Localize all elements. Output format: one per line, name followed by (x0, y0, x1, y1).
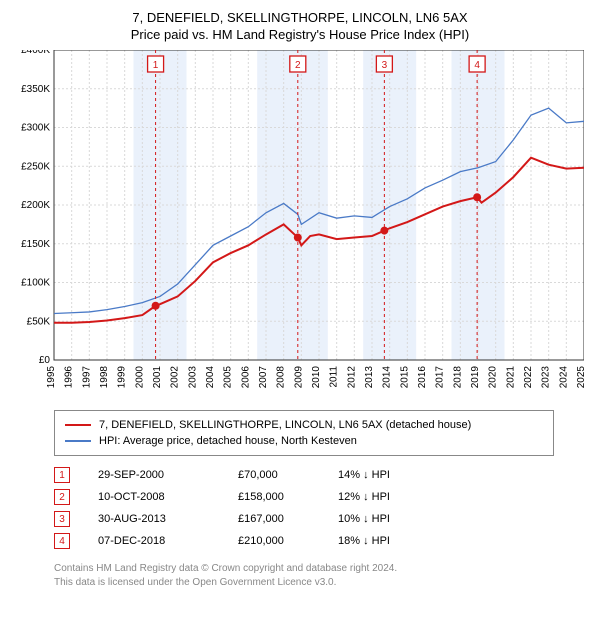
svg-text:2003: 2003 (187, 366, 198, 389)
svg-text:2012: 2012 (346, 366, 357, 389)
svg-text:2006: 2006 (240, 366, 251, 389)
col-date: 10-OCT-2008 (98, 491, 238, 503)
legend-label-1: HPI: Average price, detached house, Nort… (99, 435, 357, 447)
svg-text:2014: 2014 (382, 366, 393, 389)
svg-text:2009: 2009 (293, 366, 304, 389)
svg-text:2015: 2015 (399, 366, 410, 389)
col-price: £210,000 (238, 535, 338, 547)
svg-text:2010: 2010 (311, 366, 322, 389)
legend-row-0: 7, DENEFIELD, SKELLINGTHORPE, LINCOLN, L… (65, 417, 543, 433)
svg-text:£400K: £400K (21, 50, 50, 56)
svg-text:2020: 2020 (488, 366, 499, 389)
svg-text:£250K: £250K (21, 161, 50, 172)
svg-text:1999: 1999 (117, 366, 128, 389)
marker-box-1: 1 (54, 467, 70, 483)
svg-text:3: 3 (382, 60, 388, 71)
svg-text:1997: 1997 (81, 366, 92, 389)
col-price: £167,000 (238, 513, 338, 525)
svg-text:£350K: £350K (21, 84, 50, 95)
title-block: 7, DENEFIELD, SKELLINGTHORPE, LINCOLN, L… (16, 10, 584, 42)
col-pct: 10% ↓ HPI (338, 513, 438, 525)
svg-text:£200K: £200K (21, 200, 50, 211)
col-date: 07-DEC-2018 (98, 535, 238, 547)
svg-text:2025: 2025 (576, 366, 584, 389)
table-row: 4 07-DEC-2018 £210,000 18% ↓ HPI (54, 530, 584, 552)
footer-line1: Contains HM Land Registry data © Crown c… (54, 562, 584, 576)
svg-text:£50K: £50K (27, 316, 51, 327)
marker-box-2: 2 (54, 489, 70, 505)
title-line2: Price paid vs. HM Land Registry's House … (16, 27, 584, 42)
marker-n: 4 (59, 536, 65, 547)
svg-text:2004: 2004 (205, 366, 216, 389)
chart-svg: £0 £50K £100K £150K £200K £250K £300K £350K £400… (16, 50, 584, 400)
footer: Contains HM Land Registry data © Crown c… (54, 562, 584, 589)
svg-text:£0: £0 (39, 355, 51, 366)
col-date: 29-SEP-2000 (98, 469, 238, 481)
col-price: £70,000 (238, 469, 338, 481)
col-pct: 12% ↓ HPI (338, 491, 438, 503)
svg-text:2013: 2013 (364, 366, 375, 389)
col-pct: 14% ↓ HPI (338, 469, 438, 481)
svg-text:2019: 2019 (470, 366, 481, 389)
legend-label-0: 7, DENEFIELD, SKELLINGTHORPE, LINCOLN, L… (99, 419, 471, 431)
svg-text:1: 1 (153, 60, 159, 71)
marker-n: 2 (59, 492, 65, 503)
svg-text:£150K: £150K (21, 239, 50, 250)
svg-text:£300K: £300K (21, 123, 50, 134)
svg-text:£100K: £100K (21, 278, 50, 289)
sales-table: 1 29-SEP-2000 £70,000 14% ↓ HPI 2 10-OCT… (54, 464, 584, 552)
svg-text:2016: 2016 (417, 366, 428, 389)
footer-line2: This data is licensed under the Open Gov… (54, 576, 584, 590)
svg-text:2008: 2008 (276, 366, 287, 389)
svg-text:2023: 2023 (541, 366, 552, 389)
title-line1: 7, DENEFIELD, SKELLINGTHORPE, LINCOLN, L… (16, 10, 584, 25)
svg-text:2000: 2000 (134, 366, 145, 389)
table-row: 3 30-AUG-2013 £167,000 10% ↓ HPI (54, 508, 584, 530)
svg-text:2022: 2022 (523, 366, 534, 389)
marker-n: 3 (59, 514, 65, 525)
legend-swatch-1 (65, 440, 91, 442)
svg-text:2017: 2017 (435, 366, 446, 389)
marker-box-3: 3 (54, 511, 70, 527)
svg-text:4: 4 (474, 60, 480, 71)
svg-text:1995: 1995 (46, 366, 57, 389)
svg-text:1996: 1996 (64, 366, 75, 389)
marker-box-4: 4 (54, 533, 70, 549)
legend-row-1: HPI: Average price, detached house, Nort… (65, 433, 543, 449)
svg-text:2007: 2007 (258, 366, 269, 389)
svg-text:2001: 2001 (152, 366, 163, 389)
marker-n: 1 (59, 470, 65, 481)
svg-text:2005: 2005 (223, 366, 234, 389)
col-pct: 18% ↓ HPI (338, 535, 438, 547)
legend-box: 7, DENEFIELD, SKELLINGTHORPE, LINCOLN, L… (54, 410, 554, 456)
svg-text:2011: 2011 (329, 366, 340, 388)
col-date: 30-AUG-2013 (98, 513, 238, 525)
col-price: £158,000 (238, 491, 338, 503)
svg-text:1998: 1998 (99, 366, 110, 389)
chart-container: 7, DENEFIELD, SKELLINGTHORPE, LINCOLN, L… (0, 0, 600, 597)
svg-text:2: 2 (295, 60, 301, 71)
legend-swatch-0 (65, 424, 91, 426)
table-row: 2 10-OCT-2008 £158,000 12% ↓ HPI (54, 486, 584, 508)
table-row: 1 29-SEP-2000 £70,000 14% ↓ HPI (54, 464, 584, 486)
svg-text:2002: 2002 (170, 366, 181, 389)
svg-text:2024: 2024 (558, 366, 569, 389)
svg-text:2021: 2021 (505, 366, 516, 389)
chart-area: £0 £50K £100K £150K £200K £250K £300K £350K £400… (16, 50, 584, 400)
svg-text:2018: 2018 (452, 366, 463, 389)
